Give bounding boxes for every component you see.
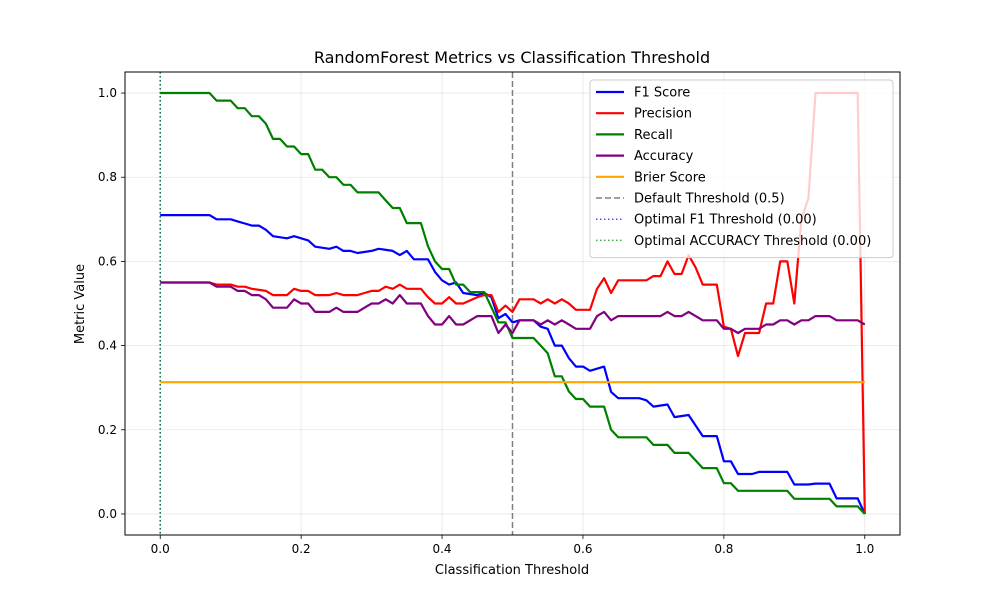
- legend-label: Precision: [634, 107, 692, 122]
- y-tick-label: 0.2: [98, 423, 117, 437]
- series-line: [160, 91, 866, 515]
- plot-frame: [124, 71, 901, 536]
- x-tick-label: 1.0: [855, 542, 874, 556]
- legend-label: F1 Score: [634, 86, 690, 101]
- y-tick-label: 0.0: [98, 507, 117, 521]
- legend-label: Default Threshold (0.5): [634, 192, 785, 207]
- y-axis-ticks: 0.0 0.2 0.4 0.6 0.8 1.0: [98, 86, 125, 521]
- x-axis-ticks: 0.0 0.2 0.4 0.6 0.8 1.0: [151, 535, 874, 556]
- y-axis-label: Metric Value: [73, 264, 88, 344]
- legend-label: Brier Score: [634, 170, 706, 185]
- x-tick-label: 0.6: [573, 542, 592, 556]
- legend-label: Accuracy: [634, 149, 694, 164]
- chart-title: RandomForest Metrics vs Classification T…: [314, 48, 710, 67]
- series-line: [160, 91, 866, 515]
- x-tick-label: 0.8: [714, 542, 733, 556]
- legend-label: Optimal ACCURACY Threshold (0.00): [634, 234, 871, 249]
- x-tick-label: 0.4: [432, 542, 451, 556]
- x-tick-label: 0.0: [151, 542, 170, 556]
- x-tick-label: 0.2: [292, 542, 311, 556]
- series-line: [160, 281, 866, 335]
- legend-label: Recall: [634, 128, 673, 143]
- x-axis-label: Classification Threshold: [435, 563, 589, 578]
- legend-box: [589, 79, 894, 259]
- y-tick-label: 0.4: [98, 339, 117, 353]
- legend-label: Optimal F1 Threshold (0.00): [634, 213, 817, 228]
- reference-lines: [159, 72, 514, 535]
- legend: F1 Score Precision Recall Accuracy Brier Sco…: [589, 79, 894, 259]
- y-tick-label: 0.6: [98, 254, 117, 268]
- series-lines: [160, 91, 866, 515]
- y-tick-label: 0.8: [98, 170, 117, 184]
- y-tick-label: 1.0: [98, 86, 117, 100]
